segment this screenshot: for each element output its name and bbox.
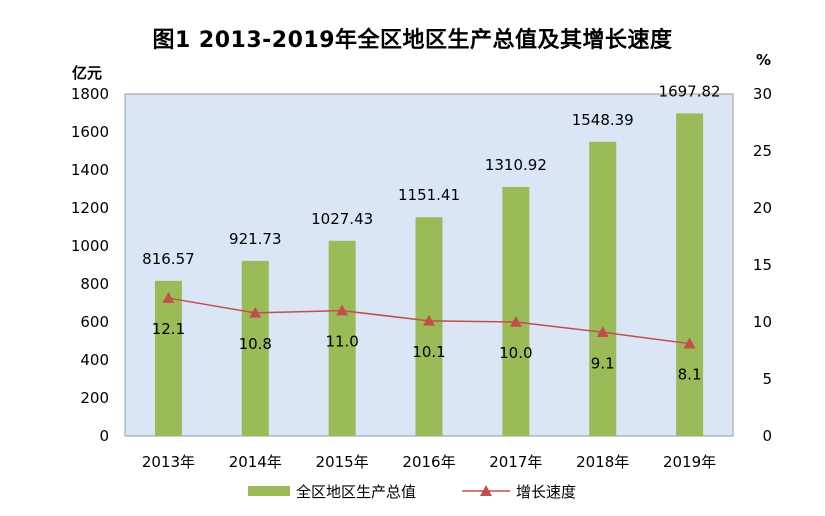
x-tick-label: 2018年: [576, 453, 629, 471]
line-point: [423, 314, 435, 326]
legend-line-label: 增长速度: [516, 483, 576, 501]
left-tick-label: 1000: [71, 237, 109, 255]
bar: [328, 240, 356, 436]
chart-title: 图1 2013-2019年全区地区生产总值及其增长速度: [152, 28, 673, 53]
bar-data-label: 1310.92: [485, 156, 547, 174]
line-point: [596, 326, 609, 338]
left-axis: 0 200 400 600 800 1000 1200 1400 1600 1800: [71, 85, 109, 445]
right-tick-label: 15: [753, 256, 772, 274]
bar: [154, 280, 182, 436]
x-tick-label: 2014年: [229, 453, 282, 471]
line-data-label: 8.1: [678, 366, 702, 384]
bar: [589, 141, 617, 436]
right-tick-label: 5: [762, 370, 772, 388]
line-point: [249, 306, 262, 318]
line-point: [162, 292, 175, 303]
line-data-label: 10.1: [412, 343, 445, 361]
legend: 全区地区生产总值 增长速度: [248, 483, 576, 501]
line-data-labels: 12.1 10.8 11.0 10.1 10.0 9.1 8.1: [152, 320, 702, 384]
x-tick-label: 2013年: [142, 453, 195, 471]
line-data-label: 12.1: [152, 320, 185, 338]
bar: [676, 113, 704, 437]
bar: [502, 186, 530, 436]
left-tick-label: 1600: [71, 123, 109, 141]
line-data-label: 11.0: [325, 333, 358, 351]
bar-data-label: 1697.82: [659, 82, 721, 100]
legend-line-marker: [480, 485, 492, 496]
right-tick-label: 0: [762, 427, 772, 445]
left-tick-label: 0: [99, 427, 109, 445]
left-tick-label: 1800: [71, 85, 109, 103]
right-tick-label: 10: [753, 313, 772, 331]
line-series: [162, 292, 696, 349]
right-tick-label: 30: [753, 85, 772, 103]
bar-data-label: 816.57: [142, 250, 195, 268]
bar-series: [154, 113, 704, 437]
x-tick-label: 2017年: [489, 453, 542, 471]
bar-data-label: 1548.39: [572, 111, 634, 129]
left-tick-label: 600: [80, 313, 109, 331]
line-point: [336, 304, 349, 316]
bar: [241, 260, 269, 436]
bar: [415, 217, 443, 436]
bar-data-label: 1027.43: [311, 210, 373, 228]
left-tick-label: 1400: [71, 161, 109, 179]
left-tick-label: 200: [80, 389, 109, 407]
x-axis: 2013年 2014年 2015年 2016年 2017年 2018年 2019年: [142, 453, 716, 471]
left-axis-unit: 亿元: [72, 64, 102, 82]
x-tick-label: 2016年: [402, 453, 455, 471]
right-axis: 0 5 10 15 20 25 30: [753, 85, 772, 445]
line-data-label: 10.0: [499, 344, 532, 362]
x-tick-label: 2019年: [663, 453, 716, 471]
bar-data-label: 921.73: [229, 230, 282, 248]
left-tick-label: 1200: [71, 199, 109, 217]
legend-bar-label: 全区地区生产总值: [296, 483, 416, 501]
bar-data-labels: 816.57 921.73 1027.43 1151.41 1310.92 1548.39…: [142, 82, 720, 267]
legend-bar-swatch: [248, 486, 290, 496]
x-tick-label: 2015年: [316, 453, 369, 471]
line-point: [683, 337, 696, 349]
line-data-label: 9.1: [591, 354, 615, 372]
left-tick-label: 800: [80, 275, 109, 293]
right-tick-label: 20: [753, 199, 772, 217]
left-tick-label: 400: [80, 351, 109, 369]
line-point: [509, 316, 522, 327]
right-axis-unit: %: [756, 51, 771, 69]
line-data-label: 10.8: [239, 335, 272, 353]
bar-data-label: 1151.41: [398, 186, 460, 204]
right-tick-label: 25: [753, 142, 772, 160]
